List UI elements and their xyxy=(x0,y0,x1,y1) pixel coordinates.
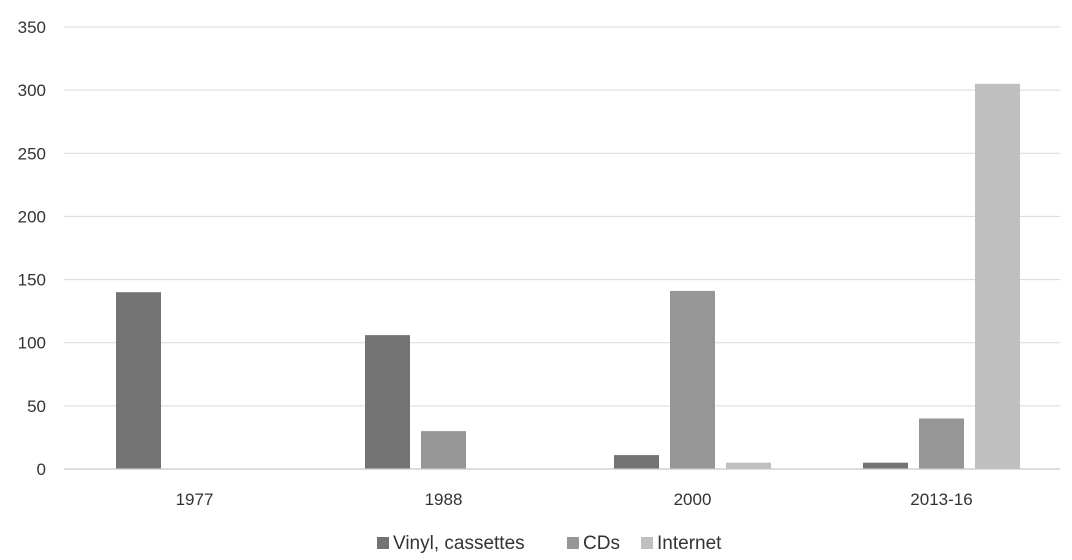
bar xyxy=(670,290,715,469)
y-axis: 0 50 100 150 200 250 300 350 xyxy=(18,18,46,479)
x-tick-label: 2013-16 xyxy=(910,490,972,509)
bar xyxy=(975,83,1020,469)
y-tick-label: 0 xyxy=(37,460,46,479)
y-tick-label: 150 xyxy=(18,271,46,290)
bar xyxy=(365,335,410,469)
y-tick-label: 350 xyxy=(18,18,46,37)
x-tick-label: 2000 xyxy=(674,490,712,509)
bar xyxy=(614,455,659,469)
bar xyxy=(726,462,771,469)
y-tick-label: 300 xyxy=(18,81,46,100)
x-tick-label: 1988 xyxy=(425,490,463,509)
y-tick-label: 200 xyxy=(18,207,46,226)
bars xyxy=(116,83,1020,469)
y-tick-label: 100 xyxy=(18,334,46,353)
legend-label: Vinyl, cassettes xyxy=(393,533,525,554)
legend: Vinyl, cassettes CDs Internet xyxy=(377,533,722,554)
x-tick-label: 1977 xyxy=(176,490,214,509)
y-tick-label: 250 xyxy=(18,144,46,163)
y-tick-label: 50 xyxy=(27,397,46,416)
bar xyxy=(116,292,161,469)
legend-swatch xyxy=(377,537,389,549)
bar xyxy=(863,462,908,469)
gridlines xyxy=(64,26,1060,407)
bar xyxy=(919,418,964,469)
legend-label: Internet xyxy=(657,533,722,554)
legend-swatch xyxy=(641,537,653,549)
x-axis: 1977 1988 2000 2013-16 xyxy=(64,468,1060,509)
legend-swatch xyxy=(567,537,579,549)
legend-label: CDs xyxy=(583,533,620,554)
bar xyxy=(421,431,466,469)
